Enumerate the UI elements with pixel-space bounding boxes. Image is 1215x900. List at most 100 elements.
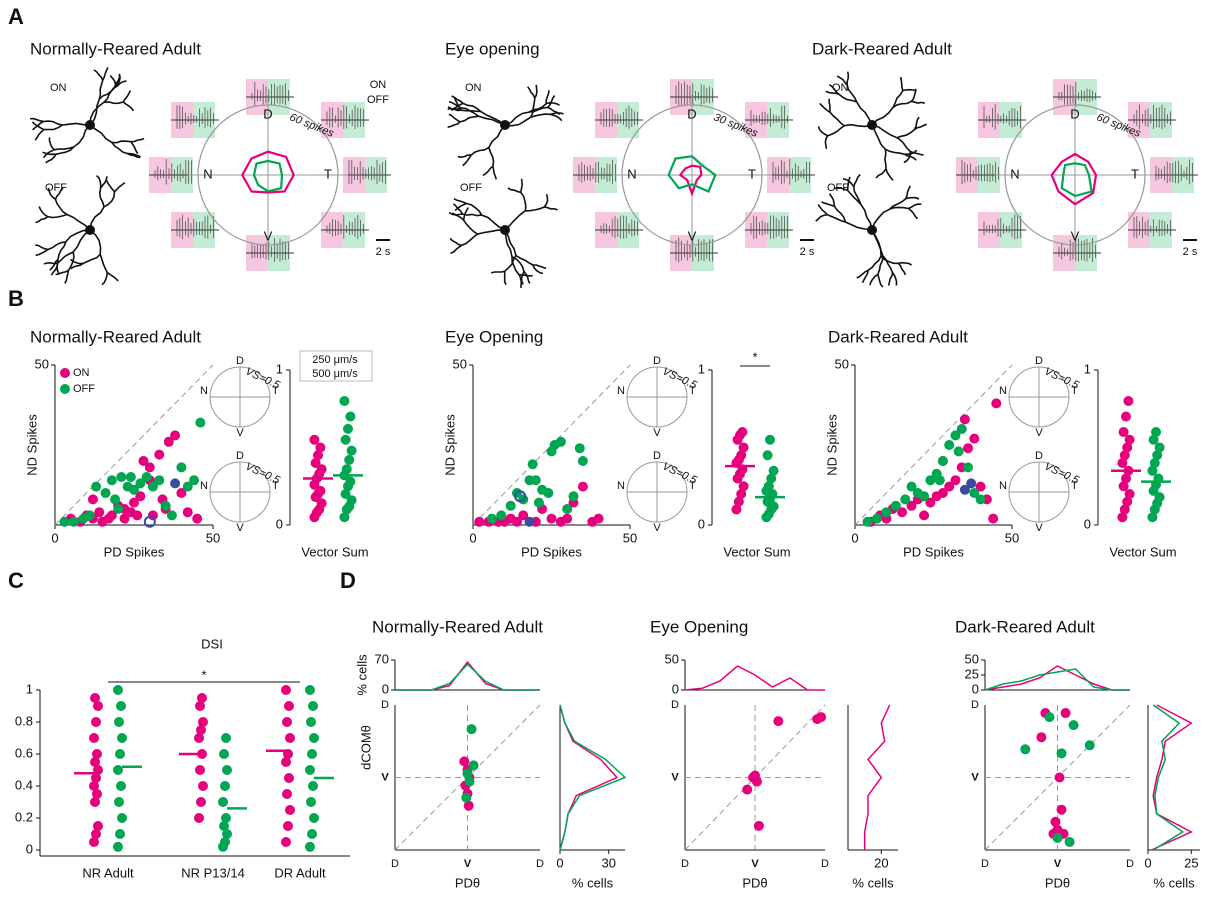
dendrite <box>448 122 461 127</box>
inset-direction: N <box>999 480 1007 492</box>
inset-direction: N <box>200 480 208 492</box>
dendrite <box>461 108 478 116</box>
dendrite <box>107 273 118 282</box>
dendrite <box>461 110 481 111</box>
dendrite <box>544 194 547 207</box>
dendrite <box>462 214 481 216</box>
inset-scale: VS=0.5 <box>1043 365 1082 392</box>
scatter-point <box>1065 837 1075 847</box>
dendrite <box>43 121 62 125</box>
strip-point <box>113 765 123 775</box>
dendrite <box>886 169 893 181</box>
histogram-line <box>985 666 1130 690</box>
strip-point <box>116 701 126 711</box>
inset-direction: V <box>1035 427 1043 439</box>
dendrite <box>101 176 108 188</box>
scatter-point <box>1050 817 1060 827</box>
y-axis-label: ND Spikes <box>24 414 39 476</box>
direction-label: D <box>263 106 272 121</box>
strip-point <box>1121 412 1131 422</box>
dendrite <box>904 152 910 163</box>
x-axis-label: PDθ <box>1045 875 1070 890</box>
dendrite <box>115 183 125 192</box>
strip-point <box>342 464 352 474</box>
dendrite <box>102 273 107 285</box>
dendrite <box>97 176 101 189</box>
dendrite <box>531 98 535 117</box>
dendrite <box>889 207 908 209</box>
dendrite <box>830 112 844 125</box>
dendrite <box>36 217 48 223</box>
panel-letter: D <box>340 568 356 593</box>
strip-point <box>309 733 319 743</box>
x-tick-label: 30 <box>602 855 616 870</box>
scatter-point <box>145 462 155 472</box>
dendrite <box>35 130 44 141</box>
dendrite <box>48 215 67 218</box>
scatter-point <box>192 514 202 524</box>
scatter-point <box>1055 773 1065 783</box>
y-tick-label: 50 <box>835 356 849 371</box>
x-tick-label: 25 <box>1184 855 1198 870</box>
dendrite <box>906 186 911 199</box>
strip-point <box>769 466 779 476</box>
strip-point <box>763 450 773 460</box>
strip-point <box>1123 396 1133 406</box>
scatter-point <box>85 510 95 520</box>
scatter-point <box>950 475 960 485</box>
strip-point <box>339 396 349 406</box>
dendrite <box>451 245 462 253</box>
scatter-point <box>935 475 945 485</box>
dendrite <box>519 275 533 276</box>
inset-direction: N <box>999 385 1007 397</box>
strip-point <box>305 765 315 775</box>
scatter-point <box>88 494 98 504</box>
direction-label: T <box>324 166 332 181</box>
scatter-point <box>578 456 588 466</box>
scatter-point <box>154 450 164 460</box>
scatter-point <box>938 456 948 466</box>
scatter-point <box>594 514 604 524</box>
strip-point <box>116 781 126 791</box>
dendrite <box>546 103 559 105</box>
y-tick-label: V <box>381 771 389 783</box>
chart-title: Dark-Reared Adult <box>812 39 952 58</box>
x-tick-label: 0 <box>1144 855 1151 870</box>
dendrite <box>491 271 505 273</box>
scatter-point <box>863 517 873 527</box>
scatter-point <box>1085 740 1095 750</box>
x-axis-label: Vector Sum <box>723 544 790 559</box>
panel-letter: B <box>8 286 24 311</box>
y-axis-label: dCOMθ <box>358 725 373 770</box>
dendrite <box>36 250 48 256</box>
x-tick-label: D <box>391 858 399 870</box>
strip-point <box>309 435 319 445</box>
scatter-point <box>528 459 538 469</box>
scatter-point <box>969 434 979 444</box>
strip-point <box>308 781 318 791</box>
scatter-point <box>132 510 142 520</box>
scatter-point <box>872 514 882 524</box>
dendrite <box>909 204 922 208</box>
inset-direction: D <box>236 355 244 367</box>
y-tick-label: D <box>971 699 979 711</box>
scatter-point <box>534 498 544 508</box>
dendrite <box>35 245 48 250</box>
y-axis-label: % cells <box>354 654 369 696</box>
strip-point <box>1151 427 1161 437</box>
inset-direction: N <box>617 480 625 492</box>
inset-direction: V <box>1035 522 1043 534</box>
scatter-point <box>963 462 973 472</box>
inset-direction: V <box>653 427 661 439</box>
strip-point <box>284 701 294 711</box>
annotation: * <box>752 349 757 364</box>
strip-point <box>281 837 291 847</box>
scatter-point <box>107 475 117 485</box>
dendrite <box>898 263 905 275</box>
dendrite <box>449 114 460 122</box>
strip-point <box>307 749 317 759</box>
x-axis-label: PDθ <box>742 875 767 890</box>
figure: A B C D Normally-Reared AdultDTVN60 spik… <box>0 0 1215 900</box>
dendrite <box>544 207 557 210</box>
dendrite <box>818 126 827 135</box>
